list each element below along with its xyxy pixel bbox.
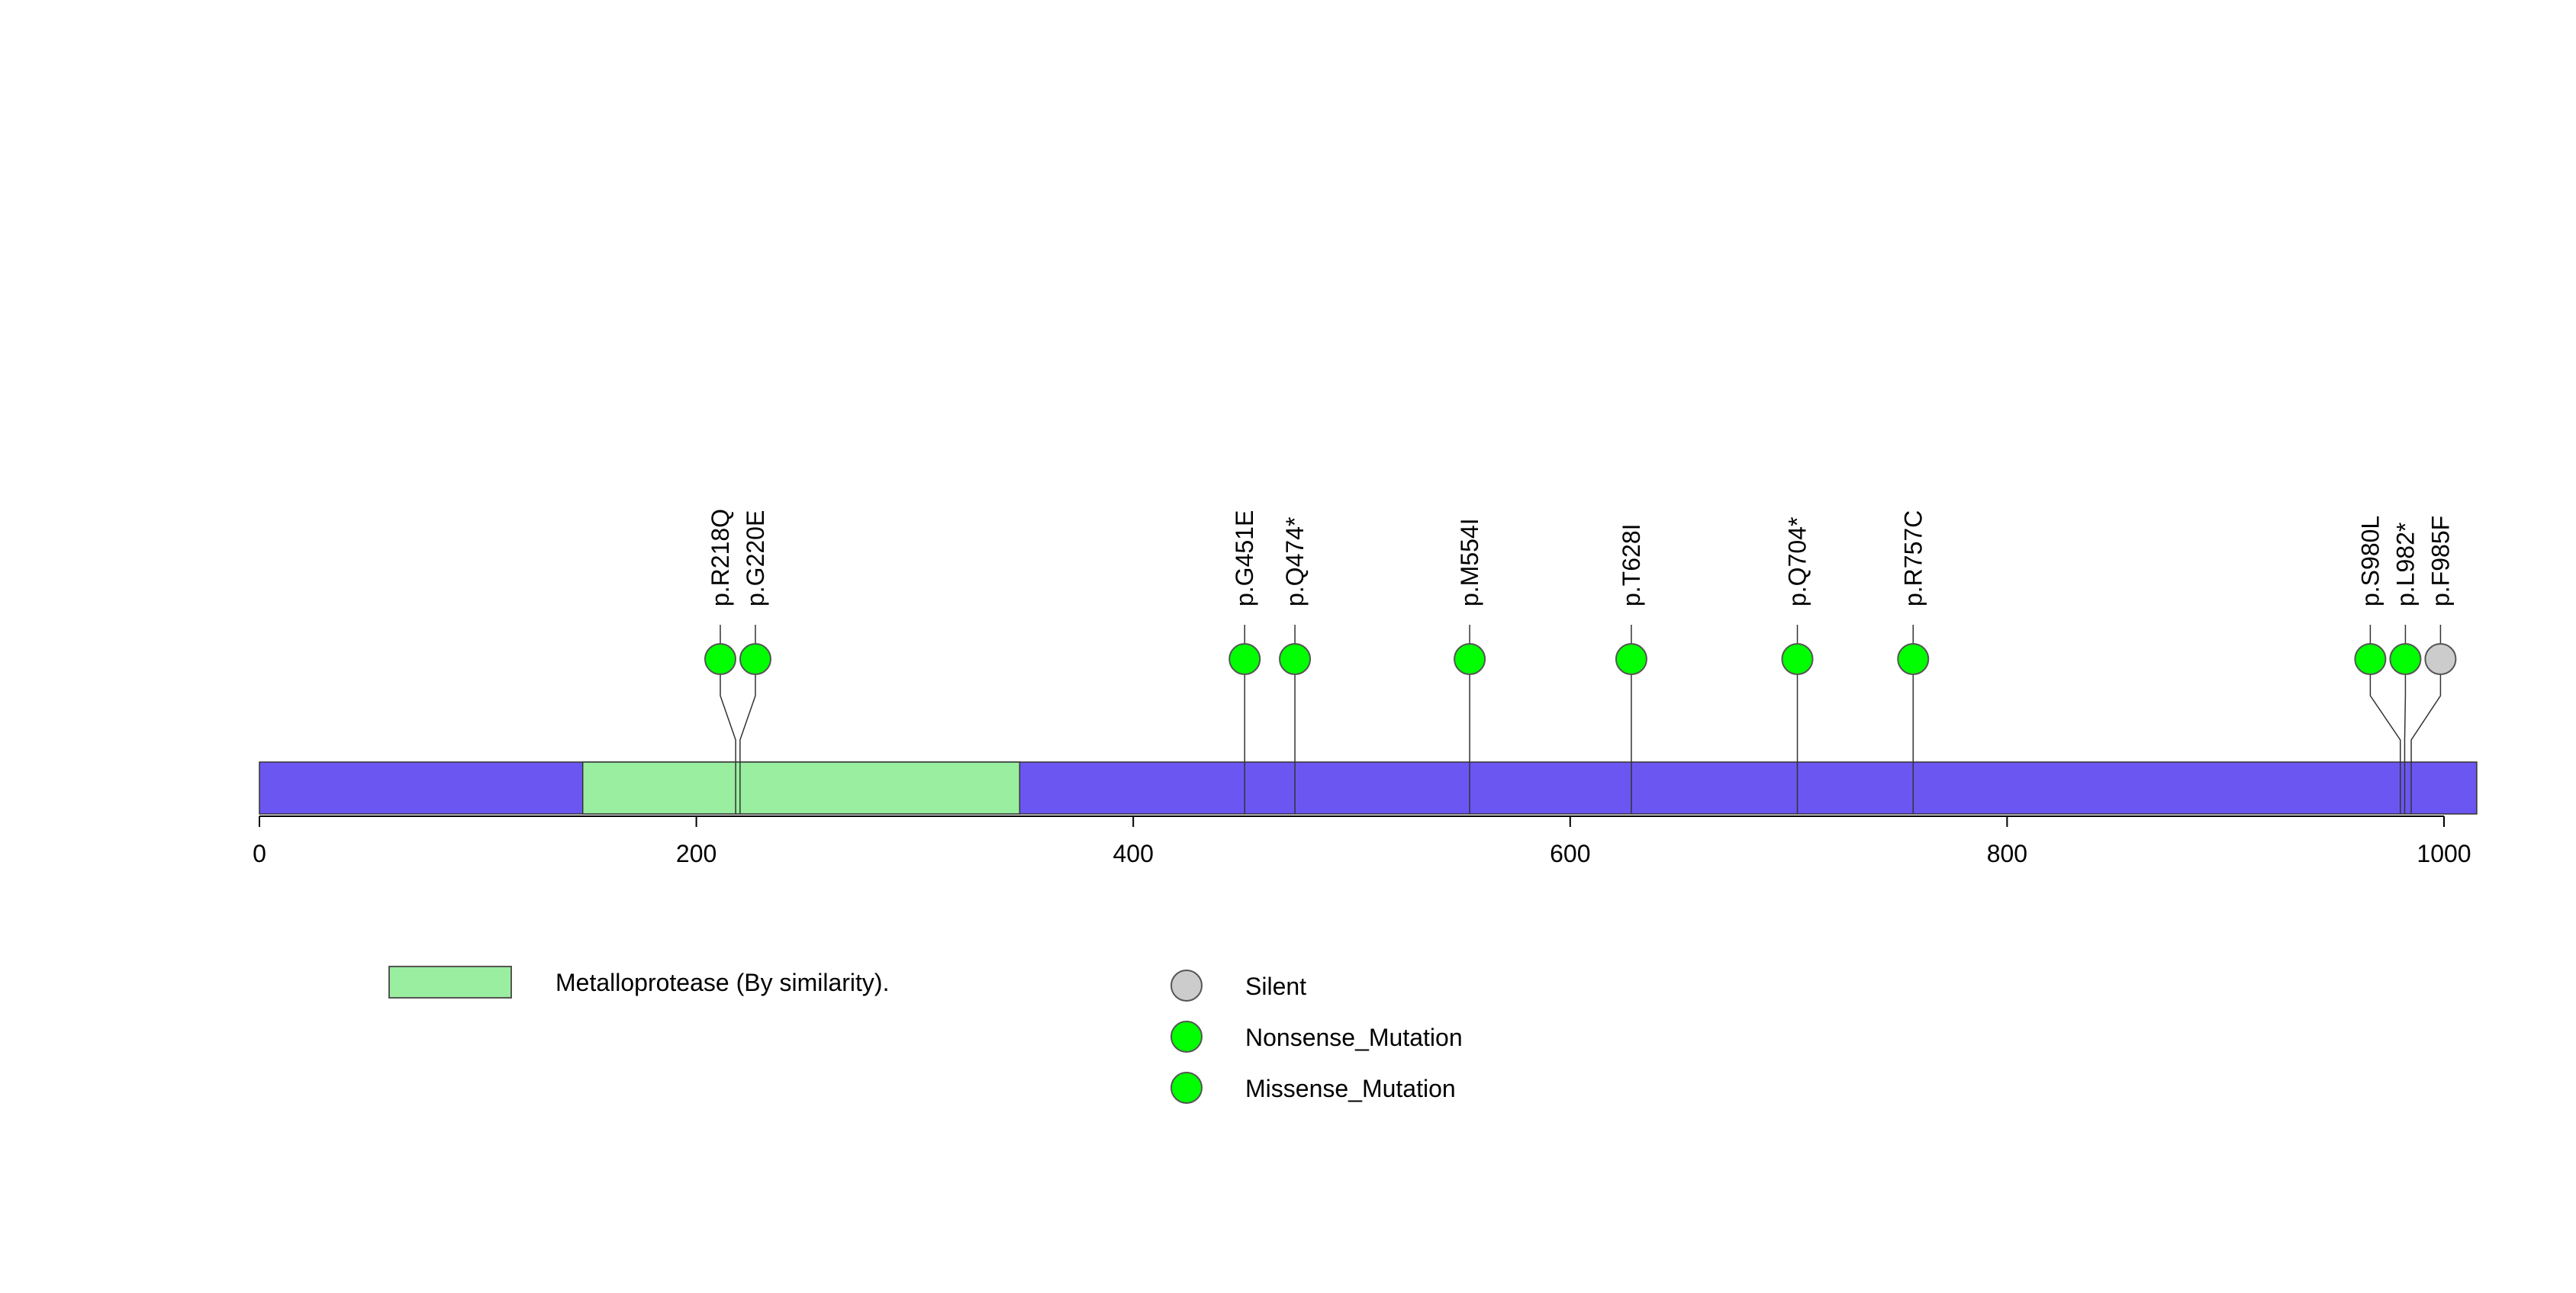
axis-tick-label-600: 600 [1550, 840, 1590, 867]
lollipop-head [739, 643, 771, 675]
legend-nonsense-marker [1170, 1021, 1203, 1053]
axis-tick-label-0: 0 [253, 840, 266, 867]
axis-tick-label-200: 200 [676, 840, 716, 867]
lollipop-pQ474: p.Q474* [1279, 517, 1312, 814]
mutation-label: p.R757C [1899, 510, 1927, 606]
position-axis: 0 200 400 600 800 1000 [253, 815, 2471, 867]
lollipop-pS980L: p.S980L [2354, 516, 2401, 814]
legend-domain-swatch [388, 966, 512, 999]
lollipop-pR757C: p.R757C [1897, 510, 1930, 814]
lollipop-pG220E: p.G220E [739, 510, 771, 814]
legend-missense-label: Missense_Mutation [1245, 1075, 1456, 1102]
lollipop-head [2389, 643, 2422, 675]
mutation-label: p.F985F [2426, 516, 2454, 606]
legend-silent-marker [1170, 970, 1203, 1002]
legend-domain-label: Metalloprotease (By similarity). [555, 969, 889, 996]
lollipop-stem [720, 659, 736, 814]
lollipop-pT628I: p.T628I [1615, 523, 1647, 814]
mutation-label: p.M554I [1456, 518, 1483, 606]
mutation-label: p.Q474* [1281, 517, 1309, 606]
axis-tick-label-800: 800 [1987, 840, 2027, 867]
lollipop-pF985F: p.F985F [2410, 516, 2457, 814]
lollipop-head [1454, 643, 1486, 675]
lollipop-pL982: p.L982* [2389, 523, 2422, 814]
mutation-label: p.R218Q [707, 509, 734, 606]
lollipop-head [1781, 643, 1814, 675]
lollipop-stem [2410, 659, 2442, 814]
domain-region-0 [581, 761, 1021, 815]
lollipop-head [1228, 643, 1261, 675]
lollipop-stem [2369, 659, 2401, 814]
lollipop-head [1897, 643, 1930, 675]
lollipop-head [1279, 643, 1312, 675]
protein-track [259, 761, 2478, 815]
lollipop-pR218Q: p.R218Q [704, 509, 736, 814]
mutation-label: p.G451E [1231, 510, 1258, 606]
legend-item-silent: Silent [1170, 970, 1306, 1002]
lollipop-pQ704: p.Q704* [1781, 517, 1814, 814]
legend-nonsense-label: Nonsense_Mutation [1245, 1024, 1463, 1051]
legend: Metalloprotease (By similarity). Silent … [388, 966, 1463, 1104]
legend-item-nonsense: Nonsense_Mutation [1170, 1021, 1463, 1053]
mutation-label: p.S980L [2356, 516, 2384, 606]
mutation-label: p.L982* [2391, 523, 2419, 606]
lollipop-stem [739, 659, 756, 814]
legend-item-missense: Missense_Mutation [1170, 1072, 1456, 1104]
lollipop-pM554I: p.M554I [1454, 518, 1486, 814]
mutation-label: p.G220E [742, 510, 769, 606]
axis-tick-label-1000: 1000 [2417, 840, 2471, 867]
lollipop-head [704, 643, 736, 675]
legend-silent-label: Silent [1245, 973, 1306, 1000]
mutation-lollipops: p.R218Q p.G220E p.G451E p.Q474* p.M554I p.T62… [704, 509, 2457, 814]
lollipop-head [1615, 643, 1647, 675]
legend-missense-marker [1170, 1072, 1203, 1104]
lollipop-head [2354, 643, 2387, 675]
lollipop-head [2424, 643, 2457, 675]
lollipop-pG451E: p.G451E [1228, 510, 1261, 814]
mutation-label: p.T628I [1618, 523, 1645, 606]
lollipop-stem [2404, 659, 2407, 814]
mutation-label: p.Q704* [1784, 517, 1811, 606]
axis-tick-label-400: 400 [1113, 840, 1154, 867]
